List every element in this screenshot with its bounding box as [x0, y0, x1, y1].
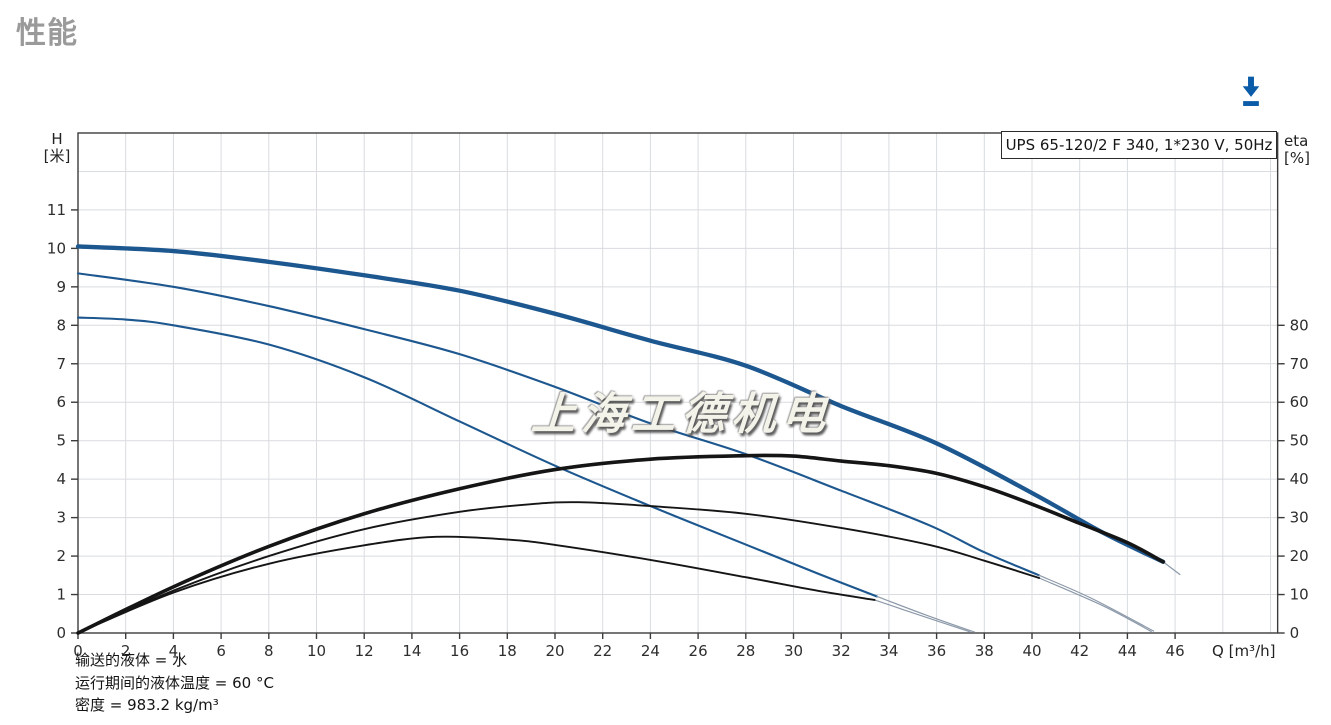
right-axis-title: eta [%]	[1284, 133, 1310, 167]
page-title: 性能	[16, 16, 78, 51]
x-axis-unit: [m³/h]	[1228, 642, 1276, 660]
x-tick-label: 32	[832, 642, 851, 660]
eta-curve-speed-3	[76, 453, 1165, 635]
footnote-line: 输送的液体 = 水	[75, 651, 188, 669]
x-tick-label: 14	[402, 642, 421, 660]
left-axis-unit: [米]	[43, 147, 71, 165]
x-tick-label: 4	[169, 642, 179, 660]
x-tick-label: 38	[975, 642, 994, 660]
x-tick-label: 16	[450, 642, 469, 660]
x-tick-label: 26	[689, 642, 708, 660]
footnote-line: 运行期间的液体温度 = 60 °C	[75, 673, 274, 692]
left-tick-label: 10	[47, 239, 66, 257]
right-axis-unit: [%]	[1284, 149, 1310, 167]
left-tick-label: 1	[56, 586, 66, 604]
left-tick-label: 6	[56, 393, 66, 411]
left-tick-label: 5	[56, 432, 66, 450]
x-tick-label: 44	[1118, 642, 1137, 660]
x-tick-label: 42	[1070, 642, 1089, 660]
right-tick-label: 70	[1290, 355, 1309, 373]
left-tick-label: 9	[56, 278, 66, 296]
right-tick-label: 40	[1290, 470, 1309, 488]
x-tick-label: 28	[736, 642, 755, 660]
x-tick-label: 40	[1022, 642, 1041, 660]
right-tick-label: 20	[1290, 547, 1309, 565]
left-tick-label: 2	[56, 547, 66, 565]
left-axis-name: H	[51, 130, 63, 148]
h-curve-speed-2-extension	[1038, 574, 1155, 632]
eta-curve-speed-2	[77, 501, 1041, 634]
x-tick-label: 24	[641, 642, 660, 660]
eta-curve-speed-1	[77, 535, 876, 634]
h-curve-speed-2	[76, 272, 1041, 577]
right-tick-label: 30	[1290, 509, 1309, 527]
download-button[interactable]	[1236, 74, 1266, 110]
x-tick-label: 20	[545, 642, 564, 660]
right-tick-label: 10	[1290, 586, 1309, 604]
left-tick-label: 0	[56, 624, 66, 642]
x-tick-label: 36	[927, 642, 946, 660]
x-tick-label: 12	[355, 642, 374, 660]
x-tick-label: 8	[264, 642, 274, 660]
x-tick-label: 22	[593, 642, 612, 660]
chart-footnotes: 输送的液体 = 水 运行期间的液体温度 = 60 °C 密度 = 983.2 k…	[75, 649, 274, 717]
x-tick-label: 18	[498, 642, 517, 660]
x-tick-label: 10	[307, 642, 326, 660]
left-tick-label: 11	[47, 201, 66, 219]
h-curve-speed-3	[75, 244, 1166, 564]
x-tick-label: 6	[216, 642, 226, 660]
x-tick-label: 34	[879, 642, 898, 660]
left-tick-label: 4	[56, 470, 66, 488]
h-curve-speed-3-extension	[1162, 561, 1181, 576]
left-axis-title: H [米]	[40, 131, 74, 165]
left-tick-label: 3	[56, 509, 66, 527]
right-tick-label: 60	[1290, 393, 1309, 411]
left-tick-label: 7	[56, 355, 66, 373]
eta-curve-speed-1-extension	[873, 599, 971, 633]
x-axis-name: Q	[1212, 642, 1224, 660]
h-curve-speed-1-extension	[876, 595, 976, 633]
x-tick-label: 46	[1166, 642, 1185, 660]
eta-curve-speed-2-extension	[1038, 577, 1152, 633]
footnote-line: 密度 = 983.2 kg/m³	[75, 696, 219, 714]
pump-model-label: UPS 65-120/2 F 340, 1*230 V, 50Hz	[1001, 131, 1277, 159]
x-tick-label: 2	[121, 642, 131, 660]
plot-border	[77, 132, 1279, 634]
left-tick-label: 8	[56, 316, 66, 334]
x-tick-label: 0	[73, 642, 83, 660]
right-axis-name: eta	[1284, 132, 1309, 150]
right-tick-label: 50	[1290, 432, 1309, 450]
download-icon	[1242, 76, 1260, 106]
x-tick-label: 30	[784, 642, 803, 660]
h-curve-speed-1	[76, 316, 879, 598]
watermark: 上海工德机电	[529, 389, 834, 440]
right-tick-label: 80	[1290, 316, 1309, 334]
x-axis-title: Q [m³/h]	[1212, 643, 1275, 660]
right-tick-label: 0	[1290, 624, 1300, 642]
